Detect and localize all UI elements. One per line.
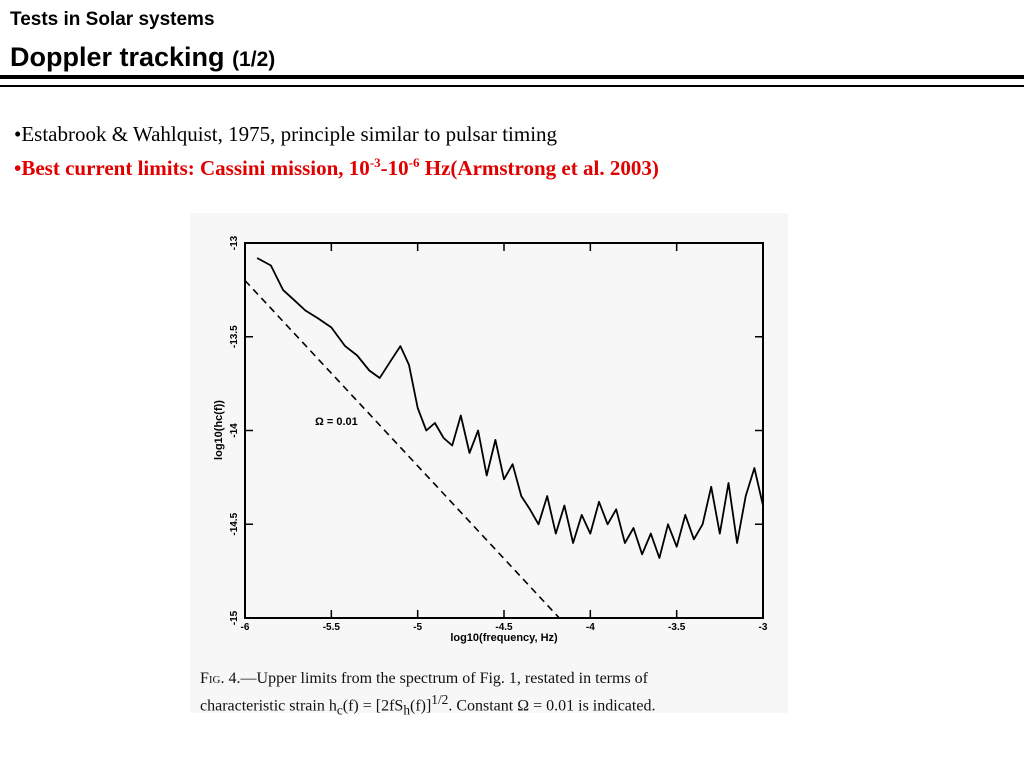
figure-panel: -6 -5.5 -5 -4.5 -4 -3.5 -3 -13 -13.5 -14 -14.5 -15… [190, 213, 788, 713]
bullet-cassini-exp1: -3 [369, 155, 381, 170]
x-tick-label: -4 [586, 622, 595, 633]
bullet-cassini-exp2: -6 [408, 155, 420, 170]
bullet-cassini-post: Hz(Armstrong et al. 2003) [419, 156, 659, 180]
x-tick-label: -5.5 [323, 622, 341, 633]
omega-reference-line [244, 279, 560, 619]
slide-supertitle: Tests in Solar systems [10, 9, 215, 30]
x-tick-label: -3.5 [668, 622, 686, 633]
annotation-omega: Ω = 0.01 [315, 416, 358, 428]
y-tick-label: -15 [229, 610, 240, 625]
y-tick-label: -14 [229, 423, 240, 438]
caption-exp: 1/2 [431, 692, 449, 707]
bullet-cassini-limits: •Best current limits: Cassini mission, 1… [14, 155, 659, 181]
x-tick-label: -3 [759, 622, 768, 633]
x-tick-label: -6 [241, 622, 250, 633]
x-tick-label: -5 [413, 622, 422, 633]
slide-title-text: Doppler tracking [10, 42, 225, 72]
bullet-cassini-pre: •Best current limits: Cassini mission, 1… [14, 156, 370, 180]
caption-sub-c: c [336, 702, 343, 718]
x-tick-label: -4.5 [495, 622, 513, 633]
strain-spectrum-chart: -6 -5.5 -5 -4.5 -4 -3.5 -3 -13 -13.5 -14 -14.5 -15… [213, 235, 768, 644]
figure-caption: Fig. 4.—Upper limits from the spectrum o… [200, 668, 785, 721]
y-tick-label: -14.5 [229, 512, 240, 535]
y-tick-label: -13 [229, 235, 240, 250]
strain-limit-curve [256, 257, 764, 559]
caption-line-2d: . Constant Ω = 0.01 is indicated. [448, 697, 656, 715]
bullet-cassini-mid: -10 [380, 156, 409, 180]
caption-line-2b: (f) = [2fS [342, 697, 404, 715]
title-rule-thick [0, 75, 1024, 79]
bullet-estabrook: •Estabrook & Wahlquist, 1975, principle … [14, 122, 558, 146]
caption-fig-label: Fig. 4. [200, 670, 241, 687]
slide-title: Doppler tracking (1/2) [10, 42, 275, 73]
slide-title-suffix: (1/2) [232, 48, 276, 71]
x-axis-label: log10(frequency, Hz) [450, 632, 558, 644]
caption-line-2a: characteristic strain h [200, 697, 337, 715]
y-axis-label: log10(hc(f)) [213, 400, 225, 460]
caption-line-1: —Upper limits from the spectrum of Fig. … [240, 670, 648, 687]
caption-line-2c: (f)] [409, 697, 432, 715]
title-rule-thin [0, 85, 1024, 87]
caption-sub-h: h [403, 702, 410, 718]
y-tick-label: -13.5 [229, 325, 240, 348]
plot-frame [244, 242, 764, 619]
